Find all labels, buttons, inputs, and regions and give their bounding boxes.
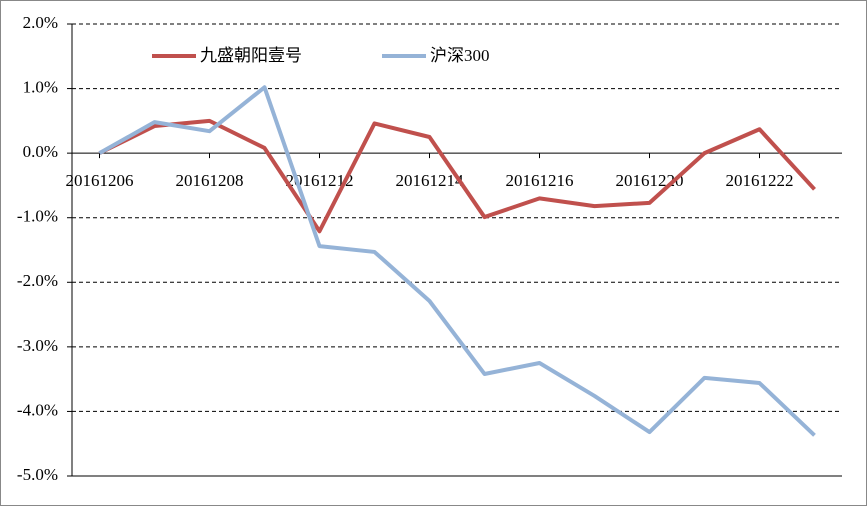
y-tick-label: 0.0% xyxy=(23,142,58,161)
x-tick-label: 20161208 xyxy=(176,171,244,190)
x-tick-label: 20161216 xyxy=(506,171,574,190)
y-tick-label: -2.0% xyxy=(17,271,58,290)
series-line xyxy=(98,85,816,437)
legend-label: 沪深300 xyxy=(430,46,490,65)
y-tick-label: -5.0% xyxy=(17,465,58,484)
y-tick-label: -1.0% xyxy=(17,207,58,226)
y-tick-label: -4.0% xyxy=(17,400,58,419)
legend-label: 九盛朝阳壹号 xyxy=(200,46,302,65)
x-tick-label: 20161214 xyxy=(396,171,465,190)
y-tick-label: 2.0% xyxy=(23,13,58,32)
y-tick-label: -3.0% xyxy=(17,336,58,355)
x-tick-label: 20161212 xyxy=(286,171,354,190)
x-tick-label: 20161222 xyxy=(726,171,794,190)
x-tick-label: 20161206 xyxy=(66,171,134,190)
y-tick-label: 1.0% xyxy=(23,77,58,96)
